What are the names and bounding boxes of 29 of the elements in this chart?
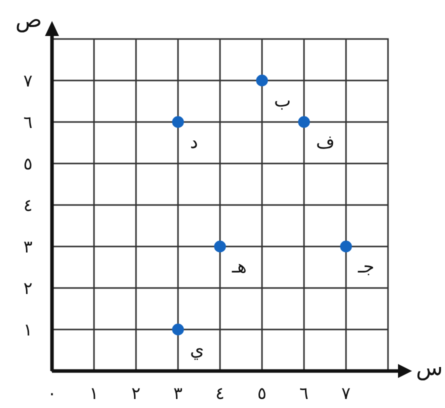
x-tick-label: ١ — [89, 384, 99, 404]
y-tick-label: ٣ — [23, 237, 33, 258]
x-tick-label: ٢ — [131, 384, 141, 404]
y-tick-label: ٤ — [23, 196, 33, 216]
point — [340, 240, 352, 252]
y-axis-title: ص — [15, 8, 42, 33]
y-tick-label: ٦ — [23, 112, 33, 133]
annotation: ي — [190, 340, 204, 360]
point — [298, 116, 310, 128]
x-tick-label: ٧ — [341, 384, 351, 404]
point — [172, 116, 184, 128]
x-axis-title: س — [416, 356, 443, 381]
x-tick-label: ٣ — [173, 384, 183, 404]
point — [214, 240, 226, 252]
annotation: ف — [316, 132, 335, 153]
annotation: هـ — [231, 256, 247, 278]
annotation: جـ — [357, 256, 374, 278]
y-tick-label: ٥ — [23, 154, 33, 174]
annotation: ب — [274, 90, 291, 112]
y-tick-label: ٧ — [23, 71, 33, 92]
y-tick-label: ٢ — [23, 278, 33, 299]
point — [256, 74, 268, 86]
x-tick-label: ٥ — [257, 384, 267, 404]
x-tick-label: ٤ — [215, 384, 225, 404]
x-tick-label: ٦ — [299, 384, 309, 404]
point — [172, 324, 184, 336]
annotation: د — [190, 132, 198, 153]
x-tick-label: ٠ — [47, 384, 57, 404]
y-tick-label: ١ — [23, 320, 33, 340]
